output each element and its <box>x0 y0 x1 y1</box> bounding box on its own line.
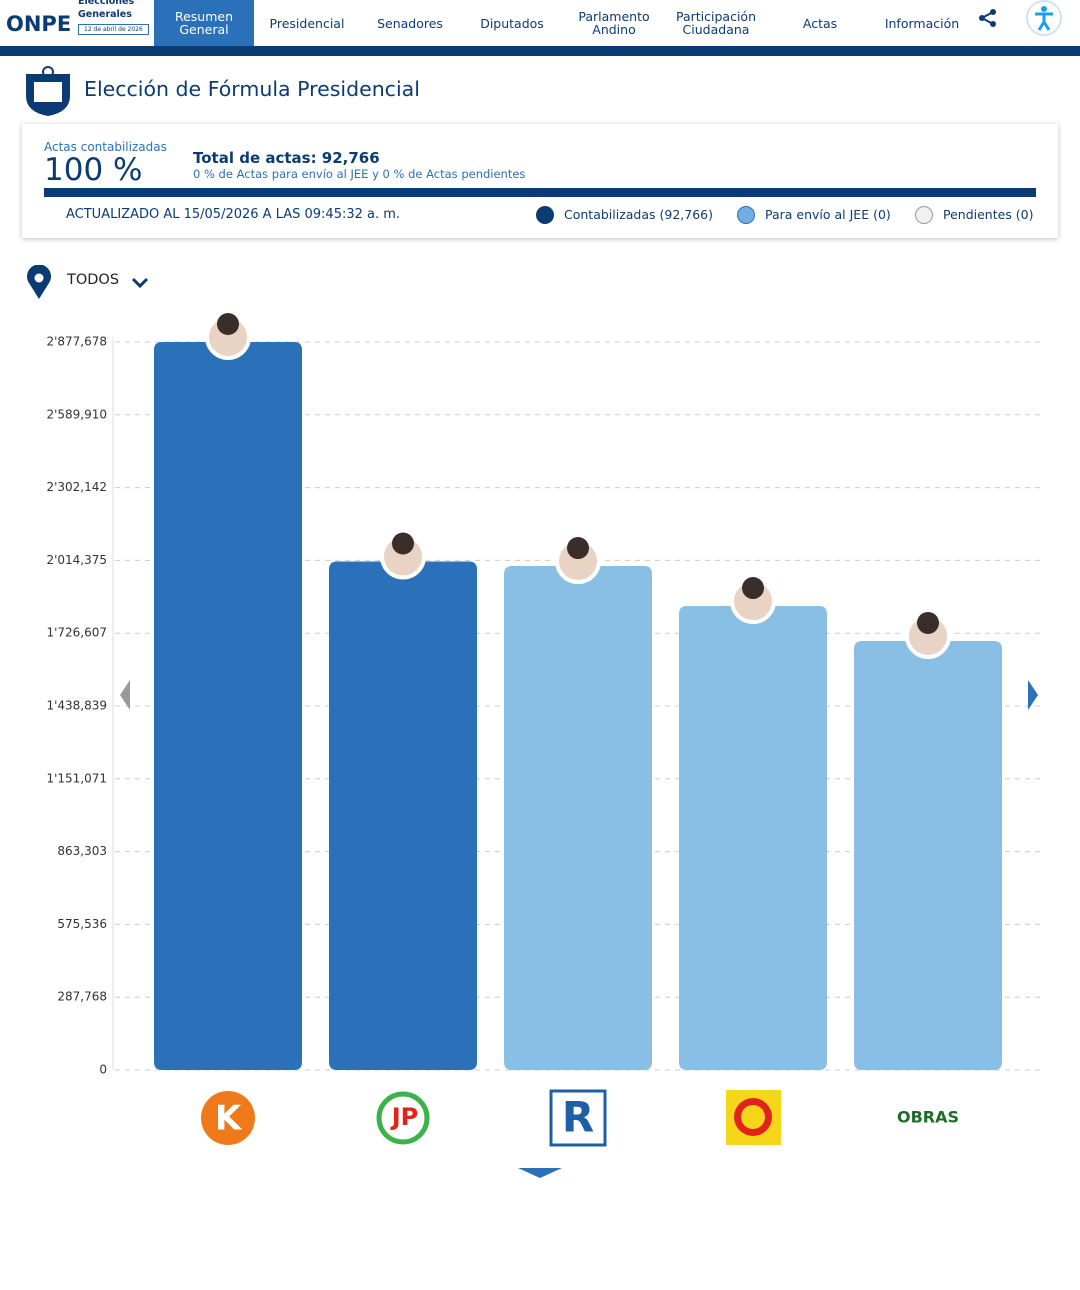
y-tick-label: 2'589,910 <box>46 407 107 421</box>
accessibility-icon[interactable] <box>1025 0 1065 38</box>
legend-dot <box>536 206 554 224</box>
top-nav: ONPE Elecciones Generales 12 de abril de… <box>0 0 1080 56</box>
y-tick-label: 863,303 <box>57 844 107 858</box>
y-tick-label: 1'726,607 <box>46 626 107 640</box>
bar <box>154 342 302 1070</box>
party-logo: R <box>549 1089 607 1147</box>
legend-label: Para envío al JEE (0) <box>765 207 891 222</box>
legend-dot <box>737 206 755 224</box>
party-logo <box>726 1090 781 1145</box>
legend-label: Contabilizadas (92,766) <box>564 207 714 222</box>
chart: 2'877,678 2'589,910 2'302,142 2'014,375 1'72… <box>46 313 1045 1178</box>
nav-item[interactable]: Actas <box>802 15 838 31</box>
event-line: Generales <box>78 9 132 20</box>
candidate-hair <box>217 313 239 335</box>
candidate-hair <box>392 532 414 555</box>
bar <box>854 640 1002 1070</box>
party-logo: K <box>201 1091 255 1145</box>
prev-arrow[interactable] <box>120 680 130 710</box>
nav-item[interactable]: Resumen General <box>154 0 254 46</box>
y-tick-label: 1'151,071 <box>46 771 107 785</box>
expand-arrow[interactable] <box>518 1168 562 1178</box>
nav-item[interactable]: Diputados <box>480 15 544 31</box>
logo-text: JP <box>390 1103 419 1131</box>
y-tick-label: 575,536 <box>57 917 107 931</box>
y-tick-label: 2'877,678 <box>46 335 107 349</box>
brand: ONPE <box>6 12 72 36</box>
y-tick-label: 2'302,142 <box>46 480 107 494</box>
counted-label: Actas contabilizadas <box>44 140 167 154</box>
y-tick-label: 287,768 <box>57 990 107 1004</box>
share-icon[interactable] <box>978 8 998 28</box>
nav-item[interactable]: Presidencial <box>269 15 345 31</box>
counted-percent: 100 % <box>44 152 143 188</box>
shield-icon <box>26 66 70 116</box>
y-tick-label: 1'438,839 <box>46 699 107 713</box>
progress-bar <box>44 188 1036 197</box>
event-line: Elecciones <box>78 0 135 7</box>
candidate-hair <box>917 611 939 634</box>
location-icon <box>27 265 51 299</box>
summary-card: Actas contabilizadas 100 % Total de acta… <box>22 124 1058 238</box>
updated: ACTUALIZADO AL 15/05/2026 A LAS 09:45:32… <box>66 207 401 222</box>
event-date: 12 de abril de 2026 <box>78 24 149 35</box>
bar <box>504 566 652 1070</box>
pending-note: 0 % de Actas para envío al JEE y 0 % de … <box>193 167 526 181</box>
nav-item[interactable]: Parlamento Andino <box>578 9 650 37</box>
party-logo: JP <box>376 1091 430 1145</box>
y-tick-label: 2'014,375 <box>46 553 107 567</box>
legend-dot <box>915 206 933 224</box>
nav-item[interactable]: Información <box>884 15 960 31</box>
logo-text: R <box>562 1093 594 1142</box>
page-title: Elección de Fórmula Presidencial <box>84 77 420 101</box>
y-tick-label: 0 <box>99 1063 107 1077</box>
candidate-hair <box>567 537 589 560</box>
nav-item[interactable]: Senadores <box>377 15 443 31</box>
bar <box>679 606 827 1070</box>
nav-item[interactable]: Participación Ciudadana <box>675 9 756 37</box>
candidate-hair <box>742 577 764 600</box>
next-arrow[interactable] <box>1028 680 1038 710</box>
dropdown-icon[interactable] <box>131 276 149 290</box>
logo-text: K <box>215 1099 243 1139</box>
logo-text: OBRAS <box>897 1108 959 1127</box>
bar <box>329 561 477 1070</box>
total-actas: Total de actas: 92,766 <box>193 149 380 167</box>
filter[interactable]: TODOS <box>67 272 120 288</box>
legend-label: Pendientes (0) <box>943 207 1034 222</box>
